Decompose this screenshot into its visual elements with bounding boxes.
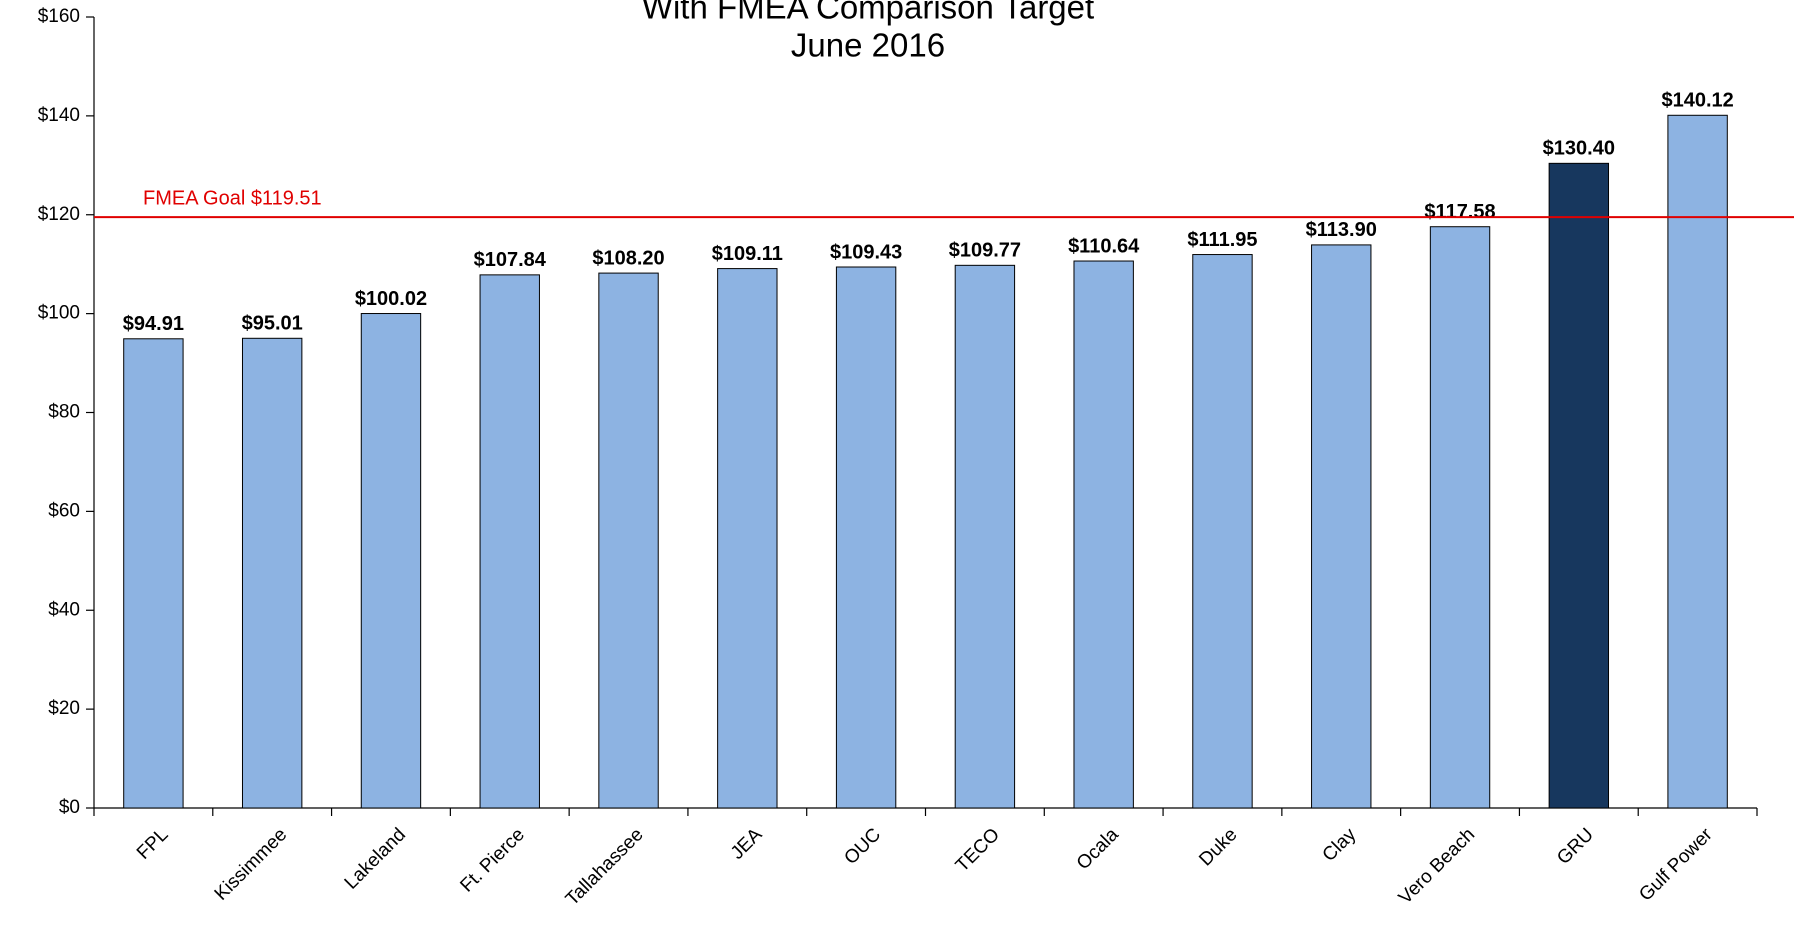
y-tick-label: $0 — [59, 797, 80, 818]
x-tick-label: JEA — [727, 824, 767, 864]
x-tick-label: Ocala — [1073, 824, 1123, 874]
bar — [1548, 162, 1610, 809]
bar — [1667, 114, 1728, 809]
y-tick-label: $100 — [38, 303, 80, 324]
y-tick-label: $40 — [48, 599, 80, 620]
bar — [954, 264, 1016, 809]
x-tick-label: GRU — [1553, 824, 1598, 869]
y-tick-label: $80 — [48, 402, 80, 423]
x-tick-label: Duke — [1195, 824, 1241, 870]
y-tick-label: $60 — [48, 500, 80, 521]
bar — [123, 338, 184, 809]
data-label: $109.77 — [949, 240, 1021, 262]
x-tick-label: Vero Beach — [1395, 824, 1479, 908]
y-tick-label: $120 — [38, 204, 80, 225]
data-label: $94.91 — [123, 313, 184, 335]
chart-title: With FMEA Comparison Target — [642, 0, 1094, 26]
bar — [241, 337, 303, 809]
x-tick-label: Lakeland — [341, 824, 410, 893]
data-label: $109.43 — [830, 241, 902, 263]
bar — [479, 274, 540, 809]
data-label: $110.64 — [1068, 235, 1140, 257]
x-tick-label: OUC — [840, 824, 885, 869]
data-label: $95.01 — [242, 313, 303, 335]
y-tick-label: $140 — [38, 105, 80, 126]
bar — [1429, 226, 1491, 809]
bar — [360, 313, 422, 809]
data-label: $107.84 — [474, 249, 547, 271]
data-label: $113.90 — [1306, 219, 1377, 241]
y-tick-label: $160 — [38, 6, 80, 27]
data-label: $130.40 — [1543, 138, 1615, 160]
y-tick-label: $20 — [48, 698, 80, 719]
bar — [1073, 260, 1134, 809]
chart-title: June 2016 — [791, 27, 945, 64]
bar — [1192, 254, 1253, 809]
data-label: $108.20 — [592, 247, 664, 269]
data-label: $111.95 — [1187, 229, 1257, 251]
data-label: $140.12 — [1661, 90, 1733, 112]
x-tick-label: Gulf Power — [1635, 824, 1717, 906]
bar — [598, 272, 659, 809]
data-label: $117.58 — [1424, 201, 1495, 223]
x-tick-label: TECO — [952, 824, 1004, 876]
data-label: $100.02 — [355, 288, 427, 310]
bar — [717, 268, 778, 809]
x-tick-label: Clay — [1319, 824, 1361, 866]
x-tick-label: Kissimmee — [211, 824, 292, 905]
x-tick-label: Tallahassee — [562, 824, 648, 910]
bar — [835, 266, 897, 809]
x-tick-label: FPL — [133, 824, 172, 863]
reference-label: FMEA Goal $119.51 — [143, 187, 322, 209]
bar — [1311, 244, 1372, 809]
data-label: $109.11 — [712, 243, 783, 265]
x-tick-label: Ft. Pierce — [456, 824, 528, 896]
